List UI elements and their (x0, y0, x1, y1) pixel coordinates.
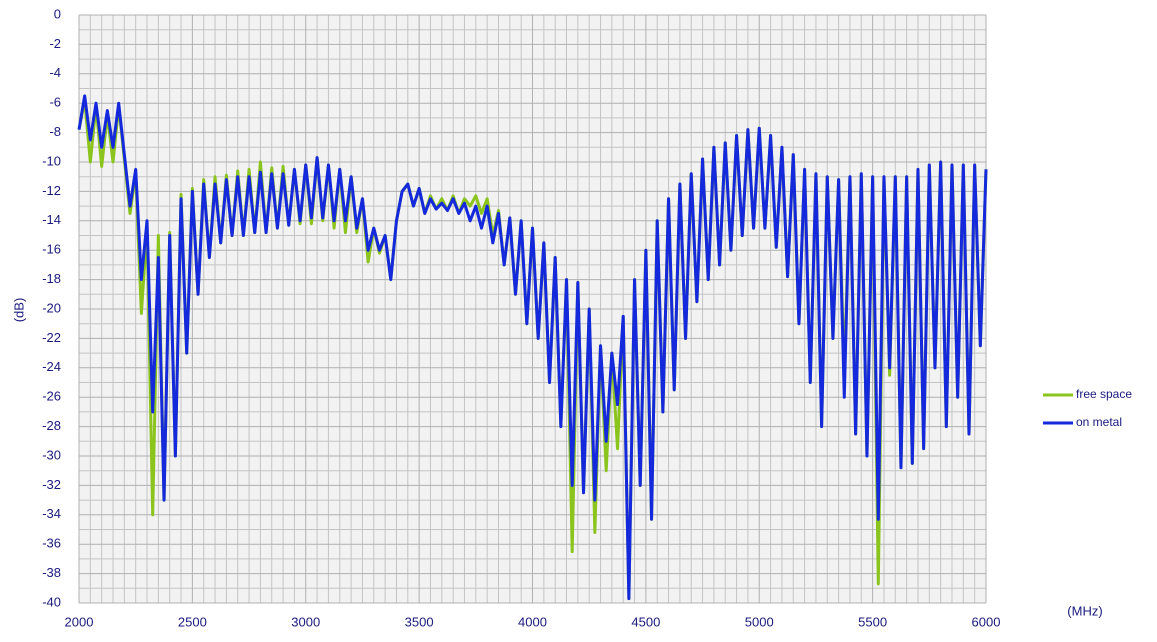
y-tick-label: -28 (42, 418, 61, 433)
x-tick-label: 5000 (745, 614, 774, 629)
x-tick-label: 2500 (178, 614, 207, 629)
x-tick-label: 3500 (405, 614, 434, 629)
y-tick-label: -8 (49, 124, 61, 139)
y-tick-label: -18 (42, 271, 61, 286)
y-tick-label: 0 (54, 6, 61, 21)
x-tick-label: 3000 (291, 614, 320, 629)
y-tick-label: -34 (42, 506, 61, 521)
y-tick-label: -6 (49, 95, 61, 110)
y-axis-label: (dB) (11, 298, 26, 323)
y-tick-label: -26 (42, 389, 61, 404)
y-tick-label: -20 (42, 300, 61, 315)
y-tick-label: -4 (49, 65, 61, 80)
series-line (77, 94, 988, 601)
y-tick-label: -14 (42, 212, 61, 227)
legend-label: free space (1076, 387, 1132, 401)
x-tick-label: 6000 (972, 614, 1001, 629)
x-tick-label: 4500 (631, 614, 660, 629)
y-tick-label: -2 (49, 36, 61, 51)
y-tick-label: -30 (42, 447, 61, 462)
y-tick-label: -22 (42, 330, 61, 345)
y-tick-label: -38 (42, 565, 61, 580)
x-axis-label: (MHz) (1067, 603, 1102, 618)
y-tick-label: -10 (42, 153, 61, 168)
y-tick-label: -24 (42, 359, 61, 374)
y-tick-label: -12 (42, 183, 61, 198)
y-tick-label: -32 (42, 477, 61, 492)
y-tick-label: -36 (42, 536, 61, 551)
y-tick-label: -16 (42, 242, 61, 257)
x-tick-label: 2000 (65, 614, 94, 629)
x-tick-label: 4000 (518, 614, 547, 629)
x-tick-label: 5500 (858, 614, 887, 629)
legend-label: on metal (1076, 415, 1122, 429)
y-tick-label: -40 (42, 594, 61, 609)
